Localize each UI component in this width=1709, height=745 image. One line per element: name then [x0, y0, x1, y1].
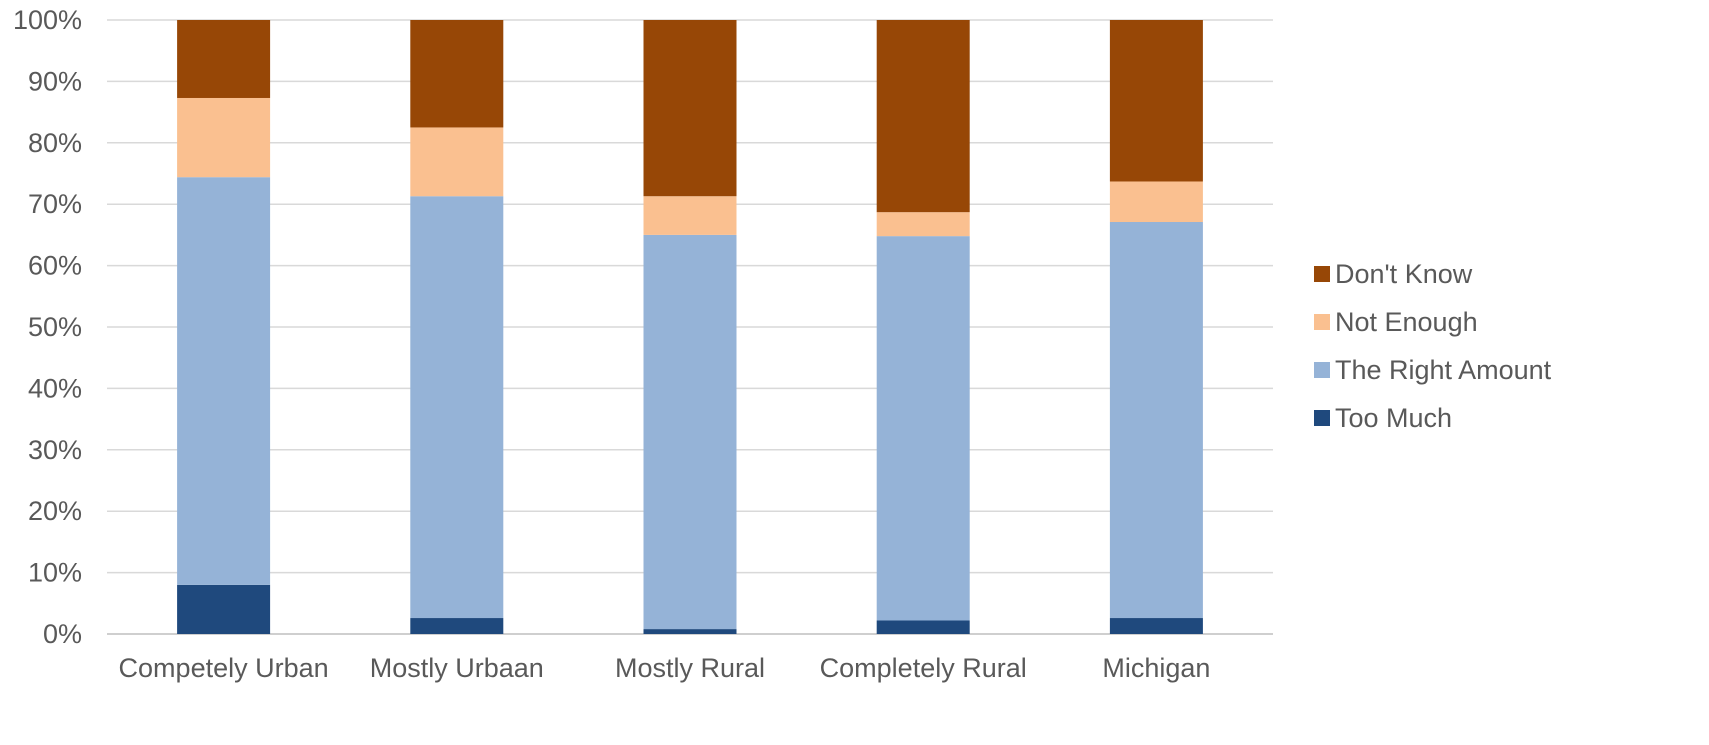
bar-segment-don-t-know: [410, 20, 504, 128]
bars: [177, 20, 1203, 634]
legend: Don't Know Not Enough The Right Amount Too …: [1314, 259, 1552, 433]
bar-segment-too-much: [177, 584, 271, 634]
bar-segment-too-much: [876, 620, 970, 634]
x-tick-label: Michigan: [1102, 653, 1210, 683]
bar-segment-not-enough: [1109, 181, 1203, 223]
bar-segment-the-right-amount: [643, 234, 737, 630]
y-tick-label: 90%: [28, 66, 82, 96]
y-tick-label: 30%: [28, 435, 82, 465]
legend-swatch: [1314, 266, 1330, 282]
legend-swatch: [1314, 314, 1330, 330]
x-tick-label: Competely Urban: [119, 653, 329, 683]
legend-label: The Right Amount: [1335, 355, 1552, 385]
legend-swatch: [1314, 362, 1330, 378]
bar-segment-not-enough: [643, 196, 737, 235]
y-tick-label: 70%: [28, 189, 82, 219]
y-tick-label: 100%: [13, 5, 82, 35]
y-tick-label: 50%: [28, 312, 82, 342]
bar-segment-too-much: [643, 629, 737, 634]
legend-label: Don't Know: [1335, 259, 1473, 289]
y-tick-label: 20%: [28, 496, 82, 526]
y-tick-label: 10%: [28, 558, 82, 588]
bar-segment-too-much: [1109, 618, 1203, 634]
legend-swatch: [1314, 410, 1330, 426]
bar-segment-not-enough: [177, 97, 271, 178]
x-tick-label: Mostly Urbaan: [370, 653, 544, 683]
bar-segment-the-right-amount: [1109, 222, 1203, 619]
y-tick-label: 0%: [43, 619, 82, 649]
y-tick-label: 80%: [28, 128, 82, 158]
axes: 0% 10% 20% 30% 40% 50% 60% 70% 80% 90% 100% Compete…: [13, 5, 1210, 683]
legend-label: Not Enough: [1335, 307, 1478, 337]
bar-segment-the-right-amount: [410, 196, 504, 619]
bar-segment-not-enough: [876, 212, 970, 237]
bar-segment-not-enough: [410, 127, 504, 197]
bar-segment-don-t-know: [643, 20, 737, 197]
y-tick-label: 60%: [28, 251, 82, 281]
bar-segment-the-right-amount: [177, 177, 271, 585]
x-tick-label: Mostly Rural: [615, 653, 765, 683]
y-tick-label: 40%: [28, 373, 82, 403]
bar-segment-don-t-know: [1109, 20, 1203, 182]
bar-segment-the-right-amount: [876, 236, 970, 621]
x-tick-label: Completely Rural: [820, 653, 1027, 683]
legend-label: Too Much: [1335, 403, 1452, 433]
bar-segment-don-t-know: [177, 20, 271, 98]
bar-segment-don-t-know: [876, 20, 970, 213]
bar-segment-too-much: [410, 618, 504, 634]
